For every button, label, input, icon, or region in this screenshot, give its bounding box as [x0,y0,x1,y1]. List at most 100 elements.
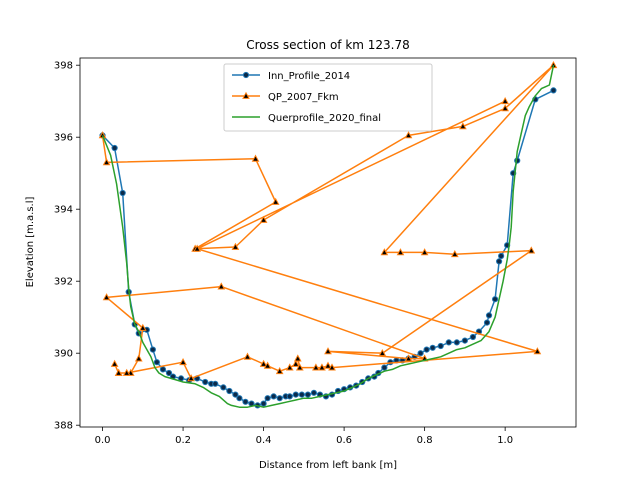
legend-box [223,63,433,132]
data-point-Inn_Profile_2014 [496,258,503,265]
data-point-QP_2007_Fkm [114,368,123,376]
data-point-QP_2007_Fkm [295,363,304,371]
y-tick-label: 392 [54,277,73,288]
data-point-QP_2007_Fkm [404,131,413,139]
legend-marker [242,91,250,99]
data-point-Inn_Profile_2014 [491,296,499,303]
data-point-Inn_Profile_2014 [483,319,491,326]
data-point-Inn_Profile_2014 [119,189,126,197]
data-point-QP_2007_Fkm [501,104,509,112]
data-point-QP_2007_Fkm [102,158,111,166]
y-tick-label: 396 [54,133,73,144]
legend-label: QP_2007_Fkm [268,92,339,103]
data-point-Inn_Profile_2014 [453,339,460,346]
data-point-QP_2007_Fkm [312,363,320,371]
data-point-QP_2007_Fkm [193,244,201,252]
data-point-QP_2007_Fkm [378,348,387,357]
data-point-QP_2007_Fkm [98,131,107,139]
data-point-Inn_Profile_2014 [445,339,452,346]
data-point-QP_2007_Fkm [110,359,119,367]
data-point-Inn_Profile_2014 [264,395,271,402]
data-point-Inn_Profile_2014 [159,366,167,373]
chart-title: Cross section of km 123.78 [246,38,410,52]
x-tick-label: 0.6 [336,435,352,446]
data-point-Inn_Profile_2014 [165,369,173,377]
x-tick-label: 0.0 [95,435,111,446]
data-point-Inn_Profile_2014 [381,364,388,371]
y-tick-label: 388 [54,421,73,432]
legend-label: Inn_Profile_2014 [268,71,350,82]
series-line-Querprofile_2020_final [101,65,555,408]
legend-marker [242,71,250,79]
data-point-Inn_Profile_2014 [429,344,436,351]
data-point-Inn_Profile_2014 [292,391,299,398]
data-point-Inn_Profile_2014 [498,252,505,260]
x-tick-label: 1.0 [497,435,513,446]
y-axis-label: Elevation [m.a.s.l] [25,196,36,287]
x-tick-label: 0.2 [175,435,191,446]
x-axis-label: Distance from left bank [m] [259,460,397,471]
data-point-Inn_Profile_2014 [111,144,118,152]
data-point-Inn_Profile_2014 [242,398,249,405]
data-point-QP_2007_Fkm [259,359,268,367]
data-point-QP_2007_Fkm [324,361,332,369]
data-point-Inn_Profile_2014 [298,391,305,398]
data-point-QP_2007_Fkm [285,363,294,371]
series-line-Inn_Profile_2014 [101,89,554,407]
data-point-Inn_Profile_2014 [236,395,243,402]
data-point-Inn_Profile_2014 [485,312,493,319]
data-point-QP_2007_Fkm [122,368,131,376]
data-point-Inn_Profile_2014 [469,333,477,341]
data-point-Inn_Profile_2014 [220,384,227,391]
data-point-Inn_Profile_2014 [270,393,277,400]
data-point-QP_2007_Fkm [102,293,111,301]
data-point-Inn_Profile_2014 [304,391,311,398]
data-point-Inn_Profile_2014 [202,378,209,386]
data-point-Inn_Profile_2014 [423,346,430,353]
data-point-Inn_Profile_2014 [260,400,267,407]
data-point-Inn_Profile_2014 [437,342,444,350]
data-point-Inn_Profile_2014 [149,346,156,353]
data-point-QP_2007_Fkm [217,282,226,290]
data-point-QP_2007_Fkm [179,357,187,366]
data-point-Inn_Profile_2014 [417,350,424,357]
data-point-QP_2007_Fkm [263,361,272,369]
data-point-QP_2007_Fkm [134,354,143,362]
data-point-QP_2007_Fkm [293,354,302,362]
data-point-QP_2007_Fkm [501,96,509,105]
data-point-Inn_Profile_2014 [226,387,233,395]
data-point-QP_2007_Fkm [459,122,467,130]
data-point-QP_2007_Fkm [231,242,240,250]
data-point-Inn_Profile_2014 [212,380,219,387]
data-point-Inn_Profile_2014 [310,389,318,396]
data-point-QP_2007_Fkm [324,347,332,355]
plot-frame [79,57,577,428]
data-point-QP_2007_Fkm [420,248,429,256]
data-point-QP_2007_Fkm [527,246,536,254]
data-point-QP_2007_Fkm [291,359,300,367]
y-tick-label: 390 [54,349,73,360]
data-point-QP_2007_Fkm [328,363,336,371]
y-tick-label: 394 [54,205,73,216]
data-point-QP_2007_Fkm [533,347,542,355]
data-point-QP_2007_Fkm [259,215,268,223]
data-point-QP_2007_Fkm [275,366,284,375]
y-tick-label: 398 [54,61,73,72]
x-tick-label: 0.8 [417,435,433,446]
data-point-QP_2007_Fkm [450,249,459,258]
data-point-Inn_Profile_2014 [276,395,283,402]
data-point-QP_2007_Fkm [318,363,326,371]
data-point-QP_2007_Fkm [243,352,252,360]
data-point-Inn_Profile_2014 [232,391,239,398]
legend-label: Querprofile_2020_final [268,113,381,124]
x-tick-label: 0.4 [256,435,272,446]
data-point-QP_2007_Fkm [251,154,260,162]
data-point-QP_2007_Fkm [396,248,405,256]
data-point-QP_2007_Fkm [187,374,195,382]
data-point-QP_2007_Fkm [271,197,280,205]
series-line-QP_2007_Fkm [101,64,555,380]
data-point-QP_2007_Fkm [138,323,147,331]
data-point-QP_2007_Fkm [380,248,389,256]
data-point-Inn_Profile_2014 [550,87,557,94]
